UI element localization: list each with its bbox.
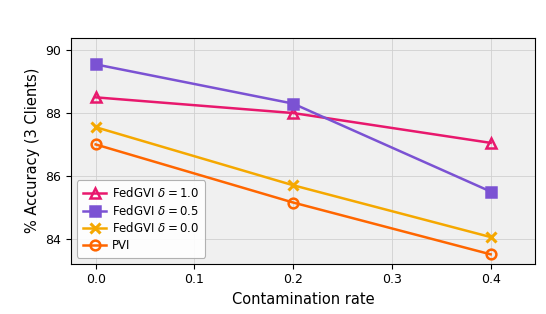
Line: PVI: PVI	[91, 140, 496, 259]
FedGVI $\delta = 0.0$	[290, 183, 296, 187]
Line: FedGVI $\delta = 0.0$: FedGVI $\delta = 0.0$	[91, 122, 496, 242]
FedGVI $\delta = 1.0$	[488, 141, 494, 145]
FedGVI $\delta = 0.0$	[488, 235, 494, 239]
FedGVI $\delta = 0.5$	[290, 102, 296, 106]
FedGVI $\delta = 0.5$	[488, 190, 494, 193]
X-axis label: Contamination rate: Contamination rate	[232, 292, 375, 307]
FedGVI $\delta = 0.5$	[92, 62, 99, 66]
FedGVI $\delta = 1.0$	[92, 95, 99, 99]
Line: FedGVI $\delta = 1.0$: FedGVI $\delta = 1.0$	[91, 93, 496, 148]
Legend: FedGVI $\delta = 1.0$, FedGVI $\delta = 0.5$, FedGVI $\delta = 0.0$, PVI: FedGVI $\delta = 1.0$, FedGVI $\delta = …	[77, 181, 205, 258]
FedGVI $\delta = 0.0$	[92, 125, 99, 129]
Line: FedGVI $\delta = 0.5$: FedGVI $\delta = 0.5$	[91, 60, 496, 196]
FedGVI $\delta = 1.0$	[290, 111, 296, 115]
PVI	[290, 201, 296, 204]
PVI	[488, 252, 494, 256]
PVI	[92, 143, 99, 146]
Y-axis label: % Accuracy (3 Clients): % Accuracy (3 Clients)	[25, 68, 40, 233]
